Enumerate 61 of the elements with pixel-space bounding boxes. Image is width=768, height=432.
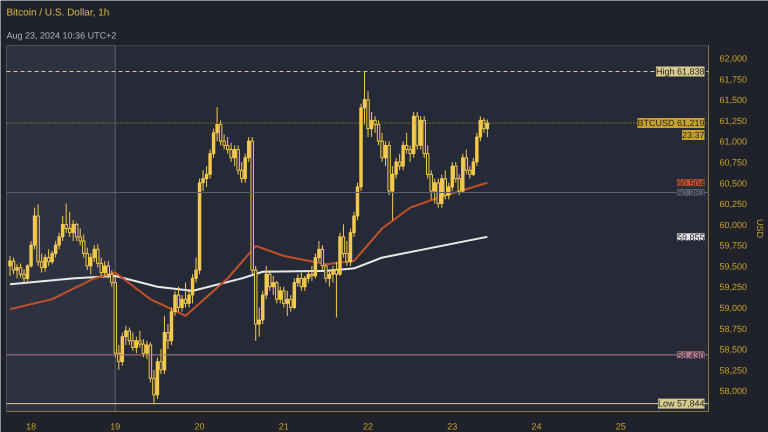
- ref-line-label: BTCUSD 61,219: [637, 118, 704, 128]
- x-tick-label: 21: [278, 422, 289, 432]
- annotation: 60,504: [676, 178, 705, 188]
- candlestick: [444, 170, 447, 200]
- candlestick: [184, 282, 188, 308]
- candlestick: [64, 203, 68, 234]
- candlestick: [432, 178, 436, 204]
- y-tick-label: 61,750: [720, 74, 748, 84]
- candlestick: [8, 255, 12, 276]
- annotation: 59,855: [676, 232, 705, 242]
- ref-line-label: High 61,838: [656, 66, 705, 76]
- y-tick-label: 60,000: [720, 220, 748, 230]
- annotation: 23:37: [682, 130, 705, 140]
- candlestick: [272, 275, 275, 296]
- text: Aug 23, 2024 10:36 UTC+2: [6, 30, 116, 40]
- candlestick: [331, 265, 335, 284]
- x-tick-label: 23: [447, 422, 458, 432]
- candlestick: [103, 260, 107, 276]
- x-tick-label: 24: [532, 422, 542, 432]
- candlestick: [482, 117, 486, 134]
- candlestick: [268, 270, 272, 292]
- y-tick-label: 59,250: [720, 282, 748, 292]
- y-tick-label: 60,250: [720, 199, 748, 210]
- y-tick-label: 61,250: [720, 116, 748, 126]
- ref-line-label: Low 57,844: [658, 398, 705, 409]
- y-tick-label: 59,750: [720, 240, 748, 251]
- y-tick-label: 58,500: [720, 344, 748, 355]
- x-tick-label: 25: [616, 422, 626, 432]
- x-tick-label: 22: [363, 422, 374, 432]
- candlestick: [46, 248, 50, 266]
- candlestick: [328, 270, 332, 288]
- y-tick-label: 58,250: [720, 365, 748, 376]
- candlestick: [275, 280, 278, 304]
- y-tick-label: 58,750: [720, 324, 748, 334]
- candlestick: [436, 178, 440, 208]
- candlestick: [278, 286, 282, 304]
- y-tick-label: 59,000: [720, 303, 748, 314]
- y-tick-label: 61,500: [720, 95, 748, 106]
- y-tick-label: 60,500: [720, 178, 748, 188]
- ref-line-label: 58,430: [676, 350, 705, 360]
- line-series: [9, 182, 488, 317]
- candlestick: [300, 272, 304, 292]
- ref-line-label: 60,383: [676, 188, 705, 198]
- y-axis-title: USD: [755, 219, 766, 238]
- y-tick-label: 62,000: [720, 53, 748, 64]
- y-tick-label: 59,500: [720, 261, 748, 272]
- candlestick: [232, 144, 236, 167]
- candlestick: [43, 254, 47, 272]
- x-tick-label: 18: [26, 422, 36, 432]
- candlestick: [74, 222, 78, 242]
- x-tick-label: 19: [110, 422, 120, 432]
- y-tick-label: 61,000: [720, 136, 748, 147]
- y-tick-label: 60,750: [720, 157, 748, 168]
- candlestick: [131, 332, 135, 352]
- candlestick: [15, 264, 19, 279]
- x-tick-label: 20: [194, 422, 205, 432]
- candlestick: [286, 290, 290, 316]
- candlestick: [486, 119, 490, 138]
- y-tick-label: 58,000: [720, 386, 748, 396]
- candlestick: [18, 262, 22, 278]
- chart-title: Bitcoin / U.S. Dollar, 1h: [6, 8, 110, 18]
